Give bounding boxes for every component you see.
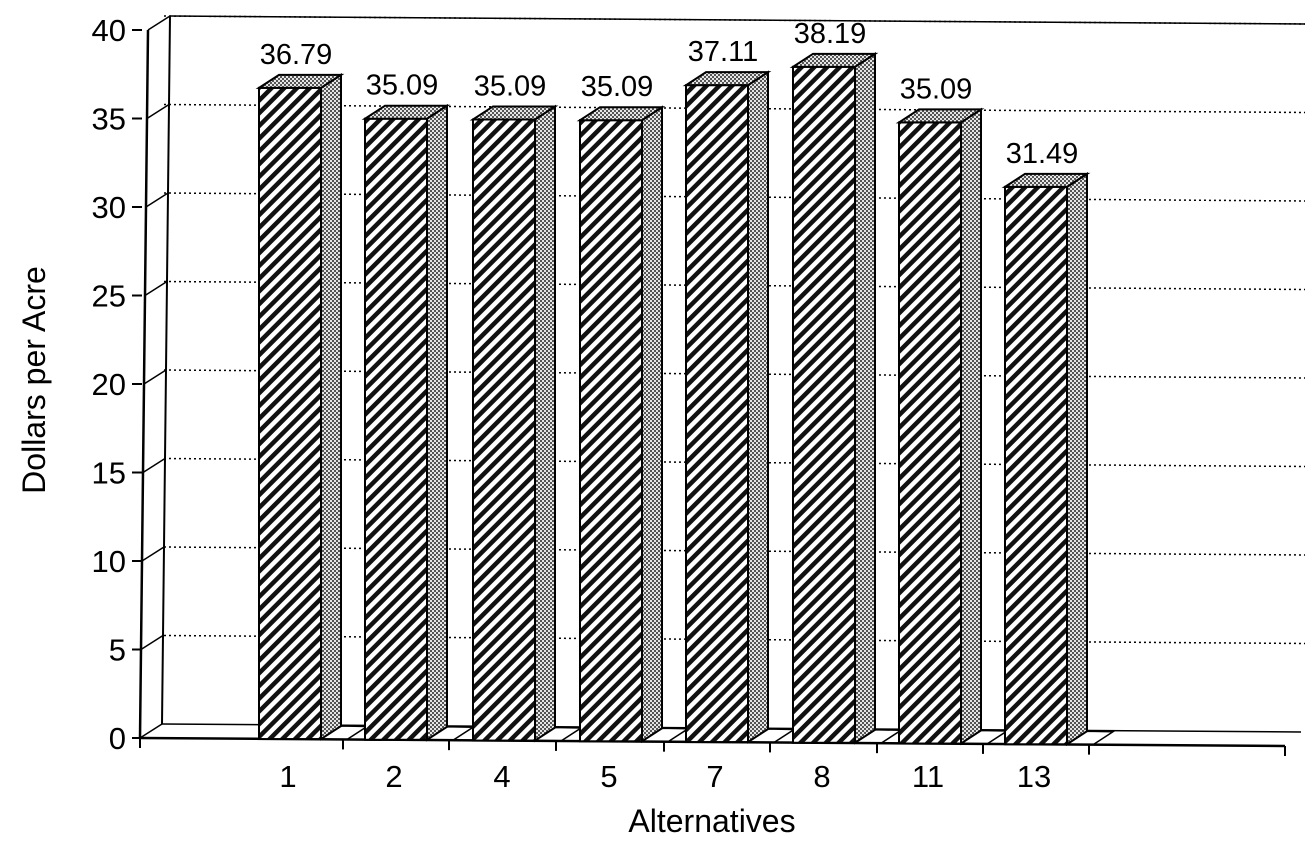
y-tick-label: 30 (92, 190, 126, 225)
gridline-left-connector (144, 280, 168, 297)
bar-top-face (682, 71, 772, 87)
bar (789, 51, 904, 745)
bar-value-label: 35.09 (474, 70, 547, 102)
bar-value-label: 36.79 (260, 39, 333, 71)
x-tick-label: 4 (493, 759, 510, 794)
gridline-left-connector (143, 369, 167, 385)
x-tick-label: 13 (1017, 759, 1051, 794)
y-axis-title: Dollars per Acre (16, 266, 52, 494)
bar-front-face (472, 118, 536, 742)
gridline (163, 15, 1305, 25)
bar-value-label: 35.09 (581, 71, 654, 103)
bar-side-face (1066, 172, 1088, 747)
bar-side-face (534, 104, 556, 743)
x-tick-label: 1 (279, 759, 296, 794)
gridline-left-connector (145, 192, 169, 208)
x-tick-label: 5 (600, 759, 617, 794)
bar-front-face (1004, 185, 1068, 746)
bar (361, 103, 476, 742)
bar-side-face (960, 107, 982, 746)
bar (895, 107, 1010, 746)
bar-side-face (641, 105, 663, 744)
y-tick-label: 15 (92, 456, 126, 491)
bar-top-face (1001, 172, 1091, 188)
bar-top-face (361, 104, 451, 120)
x-axis-ticks: 1 2 4 5 7 8 11 13 (139, 738, 1286, 794)
x-tick-label: 7 (706, 759, 723, 794)
bar (682, 70, 797, 744)
bar (469, 104, 584, 743)
floor-segment (1064, 730, 1116, 746)
gridline-left-connector (146, 103, 170, 120)
y-tick-label: 40 (92, 13, 126, 48)
y-tick-label: 5 (109, 633, 126, 668)
gridline-left-connector (140, 634, 164, 651)
bar-top-face (895, 108, 985, 124)
gridline-left-connector (147, 15, 171, 31)
y-tick-label: 20 (92, 367, 126, 402)
bar-front-face (579, 119, 643, 743)
y-tick-label: 25 (92, 279, 126, 314)
bars: 36.79 35.09 35.09 35.09 37.11 38.19 35.09 31.49 (255, 18, 1116, 747)
y-axis-ticks: 0 5 10 15 20 25 30 35 40 (92, 13, 142, 756)
bar-side-face (747, 70, 769, 744)
bar-value-label: 35.09 (900, 73, 973, 105)
bar-value-label: 37.11 (688, 36, 758, 68)
bar (1001, 172, 1116, 747)
floor-left-edge (139, 723, 163, 739)
bar-side-face (426, 103, 448, 742)
bar (576, 105, 691, 744)
bar-front-face (685, 84, 749, 744)
x-tick-label: 2 (385, 759, 402, 794)
bar-side-face (854, 51, 876, 745)
gridline-left-connector (142, 457, 166, 474)
y-tick-label: 10 (92, 544, 126, 579)
bar-top-face (576, 106, 666, 122)
bar-top-face (789, 52, 879, 68)
bar-value-label: 31.49 (1006, 138, 1079, 170)
x-tick-label: 8 (813, 759, 830, 794)
bar-value-label: 38.19 (794, 18, 867, 50)
gridline-left-connector (141, 546, 165, 562)
bar-side-face (320, 73, 342, 741)
y-tick-label: 35 (92, 102, 126, 137)
bar-value-label: 35.09 (366, 70, 439, 102)
bar-front-face (364, 117, 428, 741)
bar-top-face (469, 105, 559, 121)
bar-front-face (792, 65, 856, 744)
x-axis-title: Alternatives (628, 803, 795, 839)
bar (255, 73, 370, 741)
bar-front-face (258, 86, 322, 741)
bar-top-face (255, 73, 345, 89)
y-tick-label: 0 (109, 721, 126, 756)
x-tick-label: 11 (912, 759, 944, 794)
bar-front-face (898, 121, 962, 745)
